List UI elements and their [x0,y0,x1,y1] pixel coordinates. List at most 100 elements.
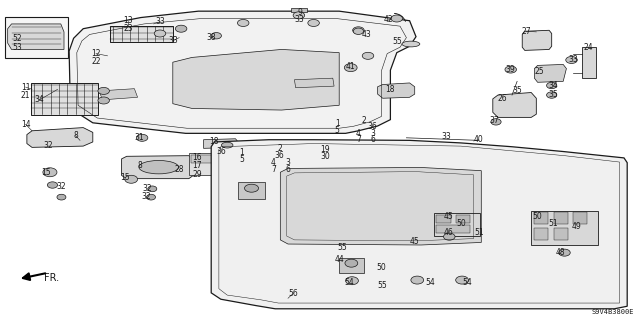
Ellipse shape [154,30,166,37]
Text: 30: 30 [320,152,330,161]
Ellipse shape [308,19,319,26]
Text: 54: 54 [462,278,472,287]
Text: 15: 15 [120,173,130,182]
Text: 53: 53 [12,43,22,52]
Text: 24: 24 [584,43,594,52]
Text: 50: 50 [456,219,466,228]
Bar [339,258,364,273]
Text: 52: 52 [12,34,22,43]
Ellipse shape [345,259,358,267]
Text: 33: 33 [568,55,578,63]
Text: 43: 43 [361,30,371,39]
Text: 39: 39 [506,65,516,74]
Text: 6: 6 [285,165,291,174]
Text: 13: 13 [123,16,133,25]
Polygon shape [99,89,138,100]
Text: 56: 56 [288,289,298,298]
Text: FR.: FR. [44,272,59,283]
Bar [312,145,346,163]
Bar [436,225,470,233]
Text: 2: 2 [361,116,366,125]
Bar [436,215,451,223]
Polygon shape [280,167,481,245]
Text: 35: 35 [512,86,522,95]
Ellipse shape [211,33,221,39]
Ellipse shape [444,233,455,240]
Text: 45: 45 [443,212,453,221]
Text: 50: 50 [532,212,543,221]
Text: 41: 41 [346,63,356,71]
Bar [534,212,548,224]
Ellipse shape [148,186,157,192]
Text: 45: 45 [410,237,420,246]
Text: 31: 31 [134,133,145,142]
Text: 51: 51 [548,219,559,228]
Bar [554,228,568,240]
Text: 15: 15 [41,168,51,177]
Polygon shape [122,156,193,179]
Text: 54: 54 [344,278,354,287]
Bar [554,212,568,224]
Ellipse shape [505,66,516,73]
Text: 42: 42 [383,15,394,24]
Text: 36: 36 [216,147,226,156]
Text: 7: 7 [356,135,361,144]
Ellipse shape [293,12,305,19]
Text: 33: 33 [294,15,305,24]
Text: 1: 1 [239,148,244,157]
Text: 4: 4 [271,158,276,167]
Bar [531,211,598,245]
Text: 5: 5 [239,155,244,164]
Bar [434,213,480,236]
Text: 55: 55 [392,37,402,46]
Text: 33: 33 [155,17,165,26]
Ellipse shape [346,277,358,285]
Polygon shape [378,83,415,98]
Text: 21: 21 [21,91,30,100]
Text: 54: 54 [425,278,435,287]
Ellipse shape [362,52,374,59]
Ellipse shape [547,92,557,98]
Text: 7: 7 [271,165,276,174]
Text: 3: 3 [370,129,375,138]
Bar [189,153,226,175]
Text: 55: 55 [337,243,348,252]
Ellipse shape [402,41,420,47]
Ellipse shape [43,168,57,177]
Ellipse shape [566,56,577,63]
Bar [5,17,68,58]
Ellipse shape [456,276,468,284]
Ellipse shape [411,276,424,284]
Text: 5: 5 [335,126,340,135]
Text: 33: 33 [442,132,452,141]
Polygon shape [493,93,536,117]
Ellipse shape [391,15,403,22]
Text: 32: 32 [56,182,66,191]
Text: 34: 34 [548,81,559,90]
Ellipse shape [559,249,570,256]
Text: 17: 17 [192,161,202,170]
Text: 26: 26 [497,94,508,103]
Text: 1: 1 [335,119,340,128]
Bar [232,148,260,152]
Text: 3: 3 [285,158,291,167]
Bar [582,47,596,78]
Bar [282,167,296,175]
Ellipse shape [547,82,557,89]
Polygon shape [294,78,334,88]
Ellipse shape [353,27,364,34]
Ellipse shape [136,134,148,141]
Bar [282,145,296,153]
Text: 38: 38 [206,33,216,42]
Text: 32: 32 [43,141,53,150]
Text: 32: 32 [142,184,152,193]
Bar [110,26,173,42]
Text: 12: 12 [92,49,100,58]
Bar [315,147,343,154]
Bar [282,156,296,164]
Text: 35: 35 [548,90,559,99]
Ellipse shape [353,28,364,34]
Bar [259,144,305,175]
Polygon shape [204,139,238,148]
Ellipse shape [98,97,109,104]
